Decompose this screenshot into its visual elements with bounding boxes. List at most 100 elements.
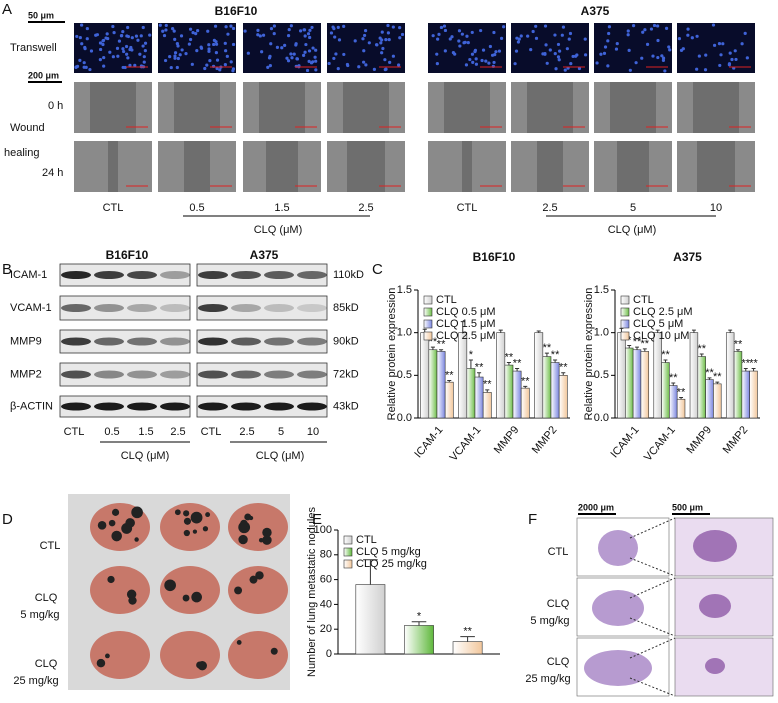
significance: ** <box>521 375 530 387</box>
legend-label: CLQ 0.5 μM <box>436 306 496 318</box>
bar <box>713 383 722 419</box>
y-tick-label: 40 <box>320 598 332 610</box>
cell-dot <box>640 56 644 60</box>
cell-dot <box>229 24 233 28</box>
size-label: 90kD <box>333 335 359 347</box>
cell-dot <box>398 36 402 40</box>
cell-dot <box>141 25 145 30</box>
cell-dot <box>721 42 725 46</box>
row-label: 24 h <box>42 167 63 179</box>
cell-dot <box>631 24 636 28</box>
panel-letter: D <box>2 511 13 528</box>
significance: ** <box>705 367 714 379</box>
cell-dot <box>515 36 519 40</box>
cell-dot <box>626 29 630 33</box>
blot-band <box>61 337 91 346</box>
nodule <box>238 534 248 545</box>
significance: ** <box>437 339 446 351</box>
legend-label: CLQ 1.5 μM <box>436 318 496 330</box>
cell-dot <box>214 40 218 44</box>
cell-dot <box>122 49 126 54</box>
cell-dot <box>474 57 478 61</box>
cell-dot <box>463 40 467 44</box>
significance: ** <box>445 369 454 381</box>
cell-dot <box>336 25 340 30</box>
lane-label: 5 <box>278 426 284 438</box>
scale-label: 2000 μm <box>578 502 614 512</box>
tissue <box>584 650 652 686</box>
cell-dot <box>229 60 233 64</box>
lane-label: 5 <box>630 202 636 214</box>
bar <box>436 351 446 419</box>
cell-dot <box>695 34 699 38</box>
cell-dot <box>544 43 548 47</box>
lung <box>228 503 288 551</box>
lane-label: 0.5 <box>189 202 204 214</box>
cell-dot <box>80 42 84 46</box>
error-bar <box>523 385 528 389</box>
cell-dot <box>492 60 496 65</box>
cell-dot <box>302 28 307 32</box>
cell-dot <box>457 39 461 43</box>
cell-dot <box>223 41 227 45</box>
cell-dot <box>213 24 218 28</box>
nodule <box>174 509 181 516</box>
cell-dot <box>272 32 276 36</box>
bar <box>705 379 714 419</box>
cell-dot <box>492 30 496 35</box>
cell-dot <box>173 54 177 58</box>
significance: ** <box>551 349 560 361</box>
cell-dot <box>139 34 143 38</box>
cell-dot <box>431 34 435 38</box>
blot-band <box>94 304 124 312</box>
error-bar <box>691 329 696 333</box>
cell-dot <box>651 54 655 58</box>
cell-dot <box>199 45 203 49</box>
cell-dot <box>260 50 264 54</box>
bar <box>741 370 750 419</box>
cell-dot <box>553 52 557 56</box>
y-tick-label: 20 <box>320 623 332 635</box>
cell-dot <box>207 43 211 47</box>
legend-swatch <box>423 307 433 317</box>
cell-dot <box>223 63 227 67</box>
wound-gap <box>347 141 385 192</box>
cell-dot <box>130 48 134 52</box>
cell-dot <box>269 27 274 31</box>
cell-dot <box>484 59 488 63</box>
bar <box>640 351 650 419</box>
cell-dot <box>298 29 303 33</box>
cell-dot <box>178 53 182 57</box>
cell-dot <box>545 61 549 65</box>
y-tick-label: 0.0 <box>594 412 609 424</box>
significance: * <box>417 611 422 623</box>
nodule <box>255 571 264 580</box>
group-label: CLQ <box>35 658 58 670</box>
cell-dot <box>128 63 132 67</box>
legend-label: CTL <box>633 294 654 306</box>
error-bar <box>430 346 435 350</box>
cell-dot <box>286 34 291 38</box>
cell-dot <box>83 45 87 50</box>
cell-dot <box>645 42 650 46</box>
error-bar <box>671 382 676 386</box>
blot-band <box>231 271 261 279</box>
cell-dot <box>148 33 152 37</box>
blot-band <box>231 337 261 346</box>
cell-dot <box>130 36 134 40</box>
cell-dot <box>502 25 506 29</box>
nodule <box>262 535 272 545</box>
group-label: CLQ (μM) <box>608 224 657 236</box>
cell-dot <box>85 37 89 41</box>
lane-label: CTL <box>64 426 85 438</box>
blot-band <box>61 271 91 279</box>
cell-dot <box>383 58 387 62</box>
cell-dot <box>143 41 148 45</box>
nodule <box>97 520 107 530</box>
cell-dot <box>556 42 561 47</box>
nodule <box>126 589 137 599</box>
cell-dot <box>224 25 228 29</box>
cell-dot <box>557 58 561 62</box>
wound-gap <box>266 141 298 192</box>
cell-dot <box>686 33 690 37</box>
